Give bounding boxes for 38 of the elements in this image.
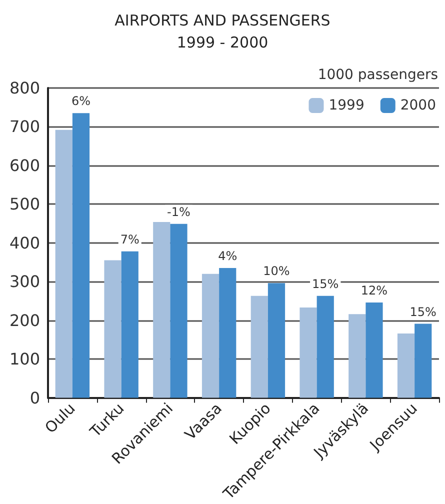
- annotation: 12%: [360, 284, 388, 298]
- y-tick-label: 200: [9, 310, 40, 330]
- bar: [202, 274, 220, 398]
- y-tick-label: 500: [9, 194, 40, 214]
- y-tick-label: 700: [9, 117, 40, 136]
- bar: [316, 296, 334, 398]
- bar: [55, 130, 72, 398]
- annotation: 15%: [312, 276, 339, 291]
- y-axis-title: 1000 passengers: [318, 67, 438, 83]
- y-tick-label: 300: [9, 272, 40, 292]
- bar: [300, 308, 317, 398]
- bar: [153, 222, 170, 398]
- y-tick-label: 800: [9, 78, 40, 98]
- y-tick-label: 100: [9, 350, 40, 369]
- bar: [121, 251, 138, 398]
- bar: [72, 113, 90, 398]
- bar: [104, 260, 122, 398]
- annotation: 15%: [410, 304, 436, 319]
- bar: [268, 283, 286, 398]
- legend-label: 1999: [328, 98, 364, 114]
- chart-subtitle: 1999 - 2000: [176, 34, 268, 52]
- annotation: 10%: [263, 264, 290, 278]
- bar: [414, 324, 432, 398]
- bar: [397, 333, 415, 398]
- bar: [219, 268, 236, 398]
- bar: [250, 296, 268, 398]
- y-tick-label: 600: [9, 156, 40, 175]
- bar: [348, 314, 366, 398]
- chart-title: AIRPORTS AND PASSENGERS: [114, 12, 330, 30]
- annotation: 6%: [71, 94, 91, 108]
- annotation: -1%: [167, 204, 190, 219]
- legend-label: 2000: [400, 98, 436, 114]
- annotation: 7%: [120, 232, 140, 246]
- y-tick-label: 0: [30, 388, 40, 408]
- annotation: 4%: [218, 249, 238, 264]
- bar: [366, 302, 383, 398]
- y-tick-label: 400: [9, 233, 40, 252]
- bar: [170, 224, 188, 398]
